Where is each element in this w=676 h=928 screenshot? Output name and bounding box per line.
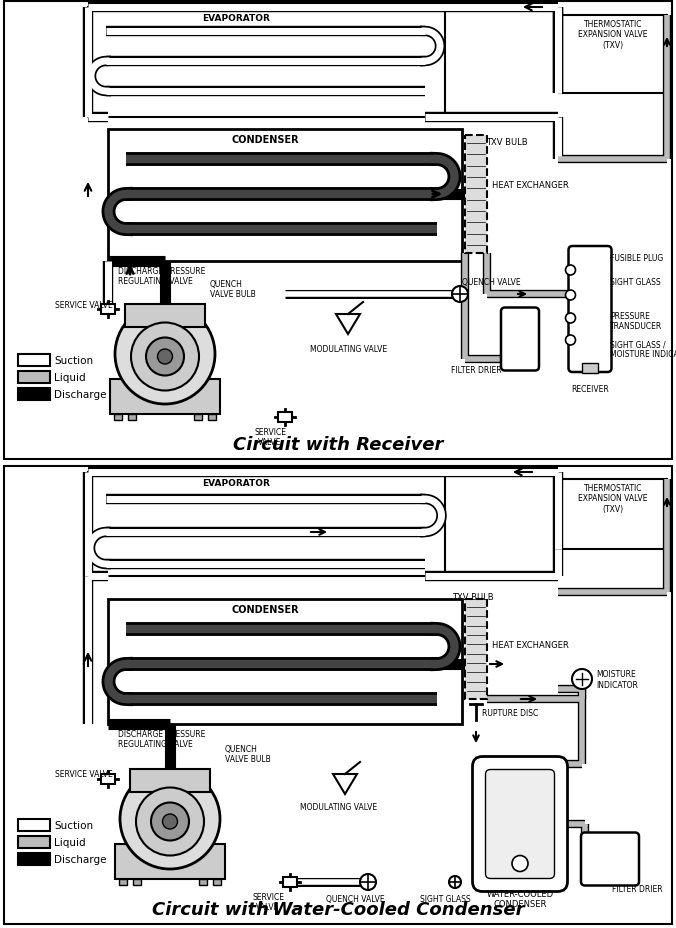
Bar (559, 16, 667, 94)
Text: SIGHT GLASS: SIGHT GLASS (420, 894, 470, 903)
Text: MOISTURE
INDICATOR: MOISTURE INDICATOR (596, 670, 638, 689)
Text: FILTER DRIER: FILTER DRIER (612, 884, 662, 893)
Bar (582, 364, 598, 374)
Text: PRESSURE
TRANSDUCER: PRESSURE TRANSDUCER (610, 312, 662, 331)
Bar (18, 819, 50, 831)
Circle shape (136, 788, 204, 856)
Bar (101, 304, 115, 315)
Bar (88, 472, 445, 576)
FancyBboxPatch shape (569, 247, 612, 373)
Text: SERVICE VALVE: SERVICE VALVE (55, 300, 113, 309)
Circle shape (115, 304, 215, 405)
Text: QUENCH VALVE: QUENCH VALVE (462, 277, 521, 287)
Polygon shape (336, 315, 360, 335)
Bar (213, 879, 221, 885)
Circle shape (452, 287, 468, 303)
Polygon shape (333, 774, 357, 794)
Text: DISCHARGE PRESSURE
REGULATING VALVE: DISCHARGE PRESSURE REGULATING VALVE (118, 729, 206, 749)
Circle shape (131, 323, 199, 391)
Text: SIGHT GLASS: SIGHT GLASS (610, 277, 660, 286)
Circle shape (566, 336, 575, 345)
Bar (101, 774, 115, 784)
FancyBboxPatch shape (581, 832, 639, 885)
Text: FUSIBLE PLUG: FUSIBLE PLUG (610, 253, 663, 263)
Text: RECEIVER: RECEIVER (571, 384, 609, 393)
Bar (18, 836, 50, 848)
Bar (278, 413, 292, 422)
Circle shape (120, 769, 220, 869)
Bar (199, 879, 207, 885)
Bar (108, 130, 462, 262)
Circle shape (360, 874, 376, 890)
Bar (4, 2, 672, 459)
Bar (465, 135, 487, 253)
Text: SERVICE
VALVE: SERVICE VALVE (254, 428, 286, 447)
Bar (125, 304, 205, 328)
Text: Suction: Suction (54, 820, 93, 831)
Bar (119, 879, 127, 885)
Text: Liquid: Liquid (54, 837, 86, 847)
Text: Circuit with Water-Cooled Condenser: Circuit with Water-Cooled Condenser (151, 900, 525, 918)
Circle shape (566, 314, 575, 324)
Text: Discharge: Discharge (54, 390, 107, 400)
Circle shape (572, 669, 592, 690)
FancyBboxPatch shape (485, 769, 554, 879)
Text: CONDENSER: CONDENSER (231, 604, 299, 614)
Bar (208, 415, 216, 420)
Text: EVAPORATOR: EVAPORATOR (203, 14, 270, 23)
Text: QUENCH
VALVE BULB: QUENCH VALVE BULB (225, 744, 271, 764)
Circle shape (512, 856, 528, 871)
Text: SERVICE VALVE: SERVICE VALVE (55, 769, 113, 779)
Text: WATER-COOLED
CONDENSER: WATER-COOLED CONDENSER (487, 889, 554, 909)
Text: THERMOSTATIC
EXPANSION VALVE
(TXV): THERMOSTATIC EXPANSION VALVE (TXV) (578, 20, 648, 50)
Bar (130, 769, 210, 792)
Circle shape (151, 803, 189, 841)
FancyBboxPatch shape (473, 756, 567, 892)
Text: QUENCH VALVE: QUENCH VALVE (326, 894, 385, 903)
Text: EVAPORATOR: EVAPORATOR (203, 479, 270, 487)
Bar (18, 354, 50, 367)
Text: SERVICE
VALVE: SERVICE VALVE (252, 892, 284, 911)
Text: HEAT EXCHANGER: HEAT EXCHANGER (492, 639, 569, 649)
Text: Circuit with Receiver: Circuit with Receiver (233, 435, 443, 454)
Bar (110, 380, 220, 415)
Text: TXV BULB: TXV BULB (486, 138, 528, 147)
Circle shape (449, 876, 461, 888)
Bar (465, 599, 487, 699)
Text: HEAT EXCHANGER: HEAT EXCHANGER (492, 180, 569, 189)
Bar (18, 853, 50, 865)
Circle shape (158, 350, 172, 365)
Text: SIGHT GLASS /
MOISTURE INDICATOR: SIGHT GLASS / MOISTURE INDICATOR (610, 340, 676, 359)
Text: FILTER DRIER: FILTER DRIER (452, 365, 502, 374)
Circle shape (162, 814, 178, 829)
FancyBboxPatch shape (501, 308, 539, 371)
Bar (18, 389, 50, 401)
Circle shape (566, 265, 575, 276)
Text: Discharge: Discharge (54, 854, 107, 864)
Bar (88, 8, 445, 118)
Bar (194, 415, 202, 420)
Bar (18, 371, 50, 383)
Bar (114, 415, 122, 420)
Text: CONDENSER: CONDENSER (231, 135, 299, 145)
Text: RUPTURE DISC: RUPTURE DISC (482, 708, 538, 716)
Bar (128, 415, 136, 420)
Bar (4, 467, 672, 924)
Text: TXV BULB: TXV BULB (452, 592, 493, 601)
Circle shape (566, 290, 575, 301)
Bar (559, 480, 667, 549)
Text: Suction: Suction (54, 355, 93, 366)
Bar (133, 879, 141, 885)
Bar (108, 599, 462, 724)
Bar (115, 844, 225, 879)
Bar (283, 877, 297, 887)
Text: MODULATING VALVE: MODULATING VALVE (300, 802, 377, 811)
Text: MODULATING VALVE: MODULATING VALVE (310, 344, 387, 354)
Text: DISCHARGE PRESSURE
REGULATING VALVE: DISCHARGE PRESSURE REGULATING VALVE (118, 266, 206, 286)
Text: THERMOSTATIC
EXPANSION VALVE
(TXV): THERMOSTATIC EXPANSION VALVE (TXV) (578, 483, 648, 513)
Circle shape (146, 338, 184, 376)
Text: QUENCH
VALVE BULB: QUENCH VALVE BULB (210, 279, 256, 299)
Text: Liquid: Liquid (54, 373, 86, 382)
